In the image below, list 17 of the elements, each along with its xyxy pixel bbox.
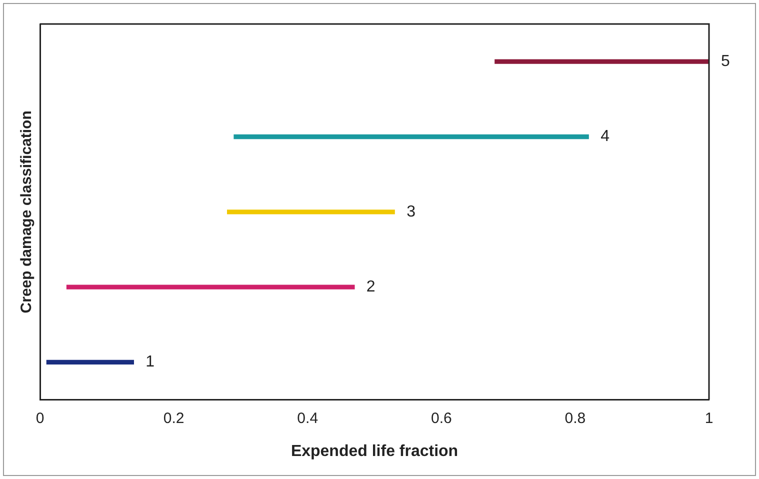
bar [494, 59, 709, 64]
y-tick-label: 5 [721, 52, 730, 70]
x-tick-label: 0.8 [564, 410, 586, 427]
y-tick-label: 4 [600, 128, 610, 146]
x-axis-title: Expended life fraction [290, 442, 458, 460]
bar [46, 360, 134, 365]
x-tick-label: 0 [36, 410, 44, 427]
y-tick-label: 2 [366, 278, 376, 296]
bar [234, 134, 589, 140]
x-tick-label: 0.4 [297, 410, 318, 427]
y-axis-title: Creep damage classification [18, 110, 36, 314]
x-tick-label: 0.2 [163, 410, 184, 427]
x-tick-label: 0.6 [430, 410, 452, 427]
x-tick-label: 1 [704, 410, 714, 427]
y-tick-label: 3 [406, 203, 416, 220]
bar [66, 284, 355, 290]
bar [226, 210, 395, 214]
